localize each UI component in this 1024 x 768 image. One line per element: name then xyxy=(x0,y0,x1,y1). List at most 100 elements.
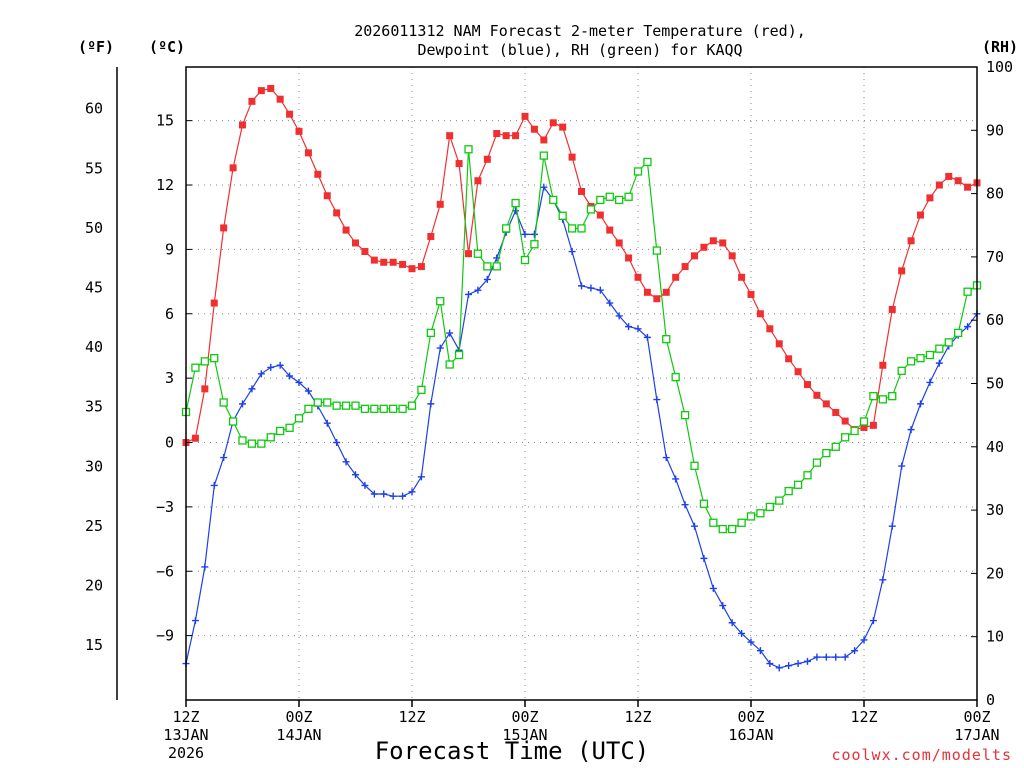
rh-point xyxy=(944,338,953,347)
dewpoint-point xyxy=(540,183,548,191)
rh-tick-label: 80 xyxy=(986,185,1004,203)
rh-point xyxy=(389,404,398,413)
rh-point xyxy=(671,373,680,382)
temperature-point xyxy=(634,273,642,281)
rh-point xyxy=(304,404,313,413)
dewpoint-point xyxy=(813,653,821,661)
celsius-tick-label: 15 xyxy=(156,112,174,130)
rh-point xyxy=(426,328,435,338)
temperature-point xyxy=(333,209,341,217)
rh-point xyxy=(954,328,963,338)
temperature-point xyxy=(766,325,774,333)
celsius-tick-label: 0 xyxy=(165,434,174,452)
dewpoint-point xyxy=(427,400,435,408)
rh-tick-label: 20 xyxy=(986,564,1004,582)
temperature-point xyxy=(323,192,331,200)
temperature-point xyxy=(785,355,793,363)
temperature-point xyxy=(399,260,407,268)
temperature-point xyxy=(643,288,651,296)
rh-point xyxy=(417,385,426,394)
dewpoint-point xyxy=(653,396,661,404)
dewpoint-point xyxy=(643,333,651,341)
dewpoint-point xyxy=(380,490,388,498)
rh-point xyxy=(709,518,718,527)
temperature-point xyxy=(964,183,972,191)
temperature-point xyxy=(427,233,435,241)
x-tick-label-time: 12Z xyxy=(850,708,877,726)
temperature-point xyxy=(380,258,388,266)
rh-point xyxy=(210,354,219,363)
rh-point xyxy=(530,240,539,249)
dewpoint-point xyxy=(333,439,341,447)
rh-point xyxy=(765,502,774,512)
celsius-axis-unit: (ºC) xyxy=(149,38,185,56)
rh-point xyxy=(294,414,304,423)
x-tick-label-time: 00Z xyxy=(737,708,764,726)
rh-point xyxy=(803,471,812,480)
temperature-point xyxy=(954,177,962,185)
temperature-point xyxy=(304,149,312,157)
celsius-tick-label: 6 xyxy=(165,305,174,323)
rh-point xyxy=(605,192,614,201)
dewpoint-point xyxy=(210,481,218,489)
temperature-point xyxy=(549,119,557,127)
dewpoint-point xyxy=(417,473,425,481)
temperature-point xyxy=(869,421,877,429)
rh-point xyxy=(690,461,699,470)
rh-point xyxy=(878,395,887,404)
temperature-point xyxy=(917,211,924,219)
fahrenheit-tick-label: 35 xyxy=(85,398,103,416)
rh-point xyxy=(906,357,916,366)
dewpoint-point xyxy=(869,617,877,625)
dewpoint-point xyxy=(587,284,595,292)
dewpoint-point xyxy=(860,636,868,644)
rh-point xyxy=(746,512,756,521)
temperature-point xyxy=(719,239,727,247)
temperature-point xyxy=(512,132,520,140)
rh-point xyxy=(398,404,407,413)
dewpoint-point xyxy=(681,501,689,509)
rh-point xyxy=(276,426,285,436)
dewpoint-point xyxy=(530,230,538,238)
rh-point xyxy=(257,439,266,448)
credit-text: coolwx.com/modelts xyxy=(831,746,1012,764)
rh-point xyxy=(323,398,332,407)
x-tick-label-date: 14JAN xyxy=(276,726,321,744)
x-tick-label-time: 00Z xyxy=(963,708,990,726)
temperature-point xyxy=(493,130,501,138)
dewpoint-point xyxy=(851,647,859,655)
dewpoint-point xyxy=(662,454,670,462)
x-tick-label-time: 12Z xyxy=(398,708,425,726)
temperature-point xyxy=(672,273,680,281)
temperature-point xyxy=(502,132,510,140)
rh-point xyxy=(520,255,530,265)
rh-point xyxy=(436,297,445,306)
x-axis-title: Forecast Time (UTC) xyxy=(375,737,650,765)
temperature-point xyxy=(465,250,472,258)
dewpoint-point xyxy=(700,554,708,562)
dewpoint-point xyxy=(578,282,585,290)
rh-tick-label: 70 xyxy=(986,248,1004,266)
rh-point xyxy=(859,417,869,426)
dewpoint-point xyxy=(370,490,378,498)
temperature-point xyxy=(276,95,284,103)
rh-tick-label: 60 xyxy=(986,311,1004,329)
dewpoint-point xyxy=(841,653,849,661)
temperature-point xyxy=(201,385,209,393)
temperature-point xyxy=(417,263,425,271)
rh-point xyxy=(680,410,690,420)
dewpoint-point xyxy=(436,344,444,352)
dewpoint-point xyxy=(248,385,256,393)
dewpoint-point xyxy=(822,653,830,661)
temperature-point xyxy=(775,340,783,348)
temperature-point xyxy=(662,288,670,296)
rh-point xyxy=(332,401,341,410)
dewpoint-point xyxy=(352,471,359,479)
rh-point xyxy=(916,354,925,363)
rh-point xyxy=(793,480,803,489)
x-tick-label-date: 17JAN xyxy=(954,726,999,744)
x-tick-label-time: 00Z xyxy=(511,708,538,726)
dewpoint-point xyxy=(465,290,472,298)
temperature-point xyxy=(191,434,199,442)
